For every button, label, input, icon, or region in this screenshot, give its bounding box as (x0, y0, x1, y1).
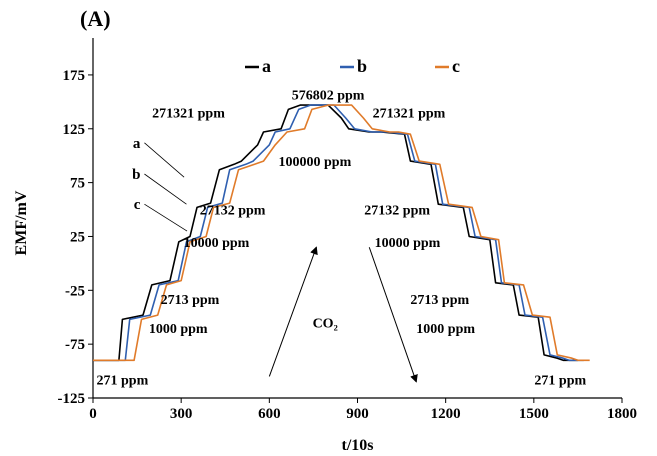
legend-label-a: a (262, 56, 271, 76)
y-tick-label: 75 (70, 176, 85, 192)
legend-label-b: b (357, 56, 367, 76)
concentration-label: 10000 ppm (184, 236, 250, 251)
concentration-label: 271 ppm (534, 374, 586, 389)
curve-leader-b (144, 173, 187, 205)
x-axis-label: t/10s (342, 437, 374, 454)
concentration-label: 1000 ppm (149, 322, 208, 337)
y-tick-label: 125 (63, 122, 86, 138)
y-tick-label: 25 (70, 229, 85, 245)
y-tick-label: -75 (65, 337, 85, 353)
y-tick-label: 175 (63, 68, 86, 84)
concentration-label: 576802 ppm (292, 88, 365, 103)
concentration-label: 271321 ppm (152, 107, 225, 122)
x-tick-label: 0 (89, 406, 97, 422)
curve-label-b: b (132, 167, 140, 183)
concentration-label: 271321 ppm (373, 107, 446, 122)
curve-leader-c (144, 203, 188, 232)
y-axis-label: EMF/mV (13, 190, 30, 255)
curve-label-c: c (134, 197, 141, 213)
x-tick-label: 300 (170, 406, 193, 422)
direction-arrow (368, 247, 418, 383)
concentration-label: 100000 ppm (279, 155, 352, 170)
curve-label-a: a (133, 136, 141, 152)
direction-arrow (268, 246, 318, 377)
panel-label: (A) (80, 6, 111, 31)
concentration-label: 271 ppm (97, 374, 149, 389)
y-tick-label: -125 (58, 391, 86, 407)
x-tick-label: 1200 (431, 406, 461, 422)
concentration-label: 27132 ppm (364, 204, 430, 219)
x-tick-label: 1800 (607, 406, 637, 422)
concentration-label: 27132 ppm (200, 204, 266, 219)
x-tick-label: 900 (346, 406, 369, 422)
curve-leader-a (144, 142, 185, 178)
concentration-label: 2713 ppm (410, 293, 469, 308)
x-tick-label: 1500 (519, 406, 549, 422)
legend-label-c: c (452, 56, 460, 76)
series-line-c (93, 104, 590, 362)
concentration-label: 2713 ppm (161, 293, 220, 308)
concentration-label: 1000 ppm (416, 322, 475, 337)
concentration-label: CO₂ (313, 317, 338, 332)
y-tick-label: -25 (65, 283, 85, 299)
x-tick-label: 600 (258, 406, 281, 422)
concentration-label: 10000 ppm (375, 236, 441, 251)
